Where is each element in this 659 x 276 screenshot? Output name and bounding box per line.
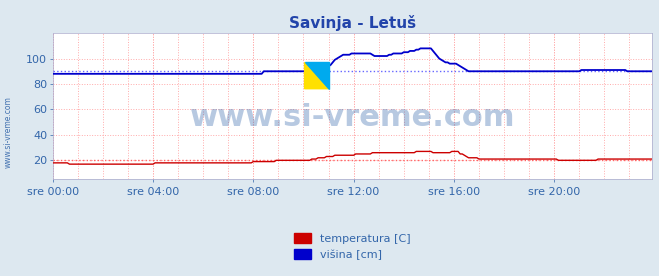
Text: www.si-vreme.com: www.si-vreme.com — [190, 104, 515, 132]
Text: www.si-vreme.com: www.si-vreme.com — [4, 97, 13, 168]
Polygon shape — [304, 62, 329, 89]
Legend: temperatura [C], višina [cm]: temperatura [C], višina [cm] — [290, 229, 415, 264]
Title: Savinja - Letuš: Savinja - Letuš — [289, 15, 416, 31]
Polygon shape — [304, 62, 329, 89]
